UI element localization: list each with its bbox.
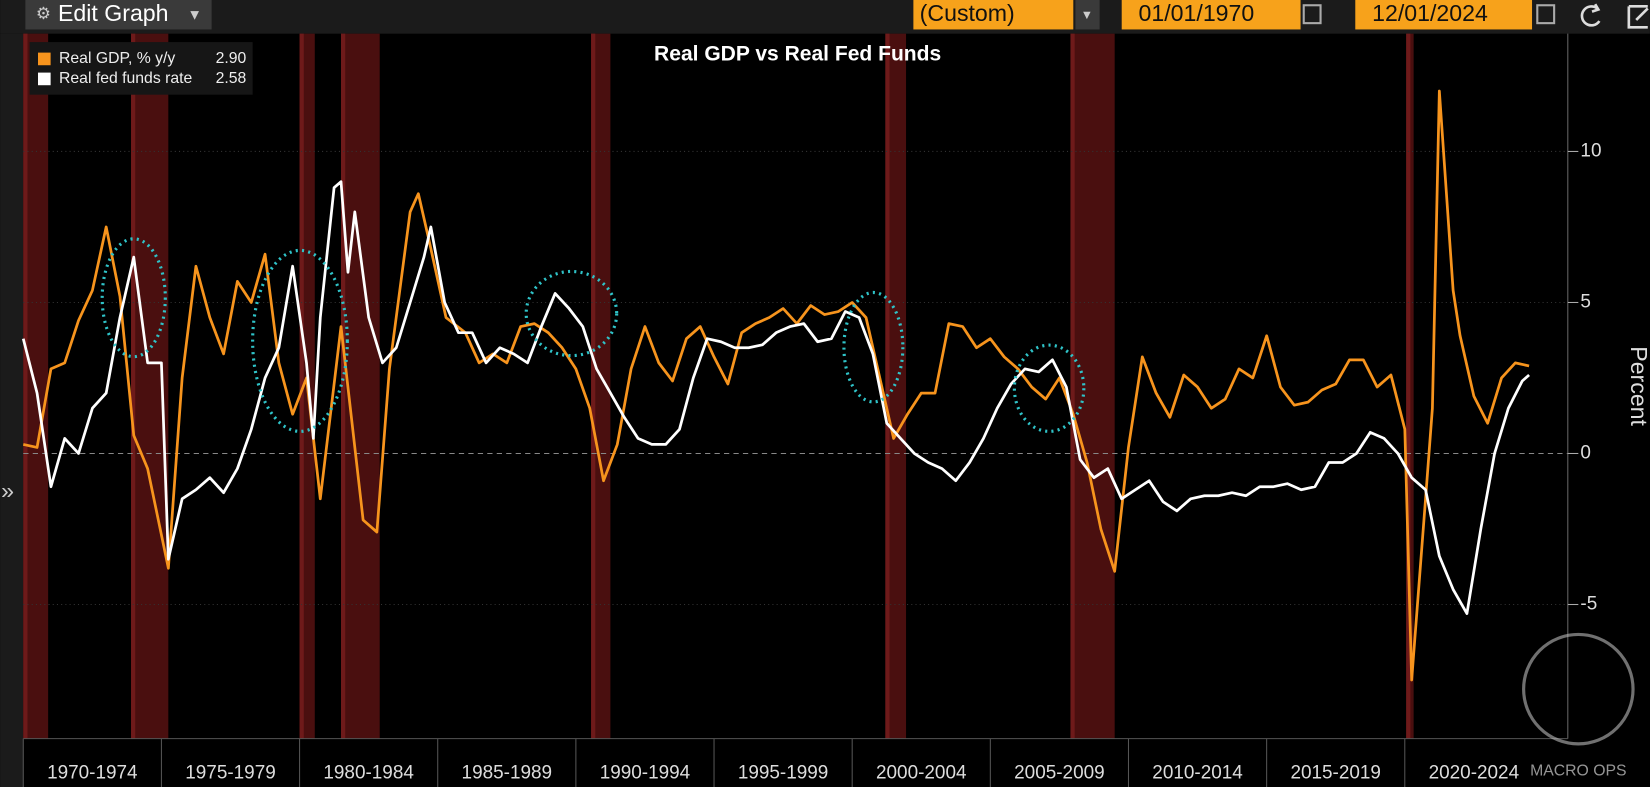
recession-edge (299, 33, 304, 739)
recession-edge (885, 33, 890, 739)
series-line (22, 89, 1530, 682)
annotations (100, 237, 1086, 433)
edit-icon: ⚙ (36, 4, 51, 23)
x-tick-label: 2005-2009 (1014, 762, 1104, 783)
y-tick-label: 5 (1580, 291, 1591, 312)
legend-value: 2.58 (216, 70, 247, 87)
x-tick-label: 2015-2019 (1290, 762, 1381, 783)
calendar-icon[interactable] (1536, 4, 1556, 25)
annotation-circle (251, 248, 349, 433)
x-tick-label: 1990-1994 (600, 762, 691, 783)
period-label: (Custom) (920, 0, 1015, 26)
end-date-label: 12/01/2024 (1372, 0, 1488, 26)
legend-swatch (38, 72, 51, 86)
x-tick-label: 1985-1989 (462, 762, 553, 783)
x-tick-label: 1975-1979 (185, 762, 276, 783)
end-date[interactable] (1355, 0, 1533, 30)
y-tick-label: 0 (1580, 442, 1591, 463)
x-tick-label: 2000-2004 (876, 762, 967, 783)
recession-edge (131, 33, 136, 739)
calendar-icon[interactable] (1302, 4, 1322, 25)
dropdown-arrow: ▼ (1081, 8, 1093, 22)
period-select[interactable] (913, 0, 1074, 30)
x-tick-label: 1995-1999 (738, 762, 829, 783)
recession-edge (1406, 33, 1411, 739)
recession-edge (1070, 33, 1075, 739)
recession-edge (341, 33, 346, 739)
start-date-label: 01/01/1970 (1139, 0, 1255, 26)
annotation-circle (100, 237, 167, 359)
side-toggle[interactable]: » (1, 478, 14, 504)
side-strip (0, 33, 24, 787)
chart-title: Real GDP vs Real Fed Funds (654, 42, 941, 65)
annotation-circle (1012, 343, 1086, 433)
series-line (21, 180, 1530, 615)
recession-edge (23, 33, 28, 739)
x-tick-label: 1970-1974 (47, 762, 138, 783)
refresh-icon[interactable] (1580, 3, 1601, 27)
recession-band (1070, 33, 1115, 739)
expand-icon[interactable] (1627, 4, 1649, 29)
annotation-circle (524, 269, 619, 358)
period-dropdown[interactable] (1075, 0, 1100, 30)
legend-swatch (38, 52, 51, 66)
x-tick-label: 2020-2024 (1429, 762, 1520, 783)
x-tick-label: 2010-2014 (1152, 762, 1243, 783)
y-tick-label: -5 (1580, 594, 1597, 615)
y-axis-label: Percent (1626, 346, 1650, 426)
start-date[interactable] (1121, 0, 1301, 30)
legend-box (29, 42, 253, 95)
edit-label: Edit Graph (58, 0, 169, 26)
legend-label: Real fed funds rate (59, 70, 192, 87)
edit-button[interactable] (25, 0, 212, 30)
legend-label: Real GDP, % y/y (59, 50, 175, 67)
watermark: MACRO OPS (1530, 762, 1626, 779)
legend-value: 2.90 (216, 50, 247, 67)
recession-band (591, 33, 611, 739)
recession-edge (591, 33, 596, 739)
y-tick-label: 10 (1580, 140, 1601, 161)
annotation-circle (842, 290, 905, 404)
dropdown-arrow: ▼ (187, 8, 202, 24)
watermark-logo (1522, 632, 1635, 746)
x-tick-label: 1980-1984 (323, 762, 414, 783)
